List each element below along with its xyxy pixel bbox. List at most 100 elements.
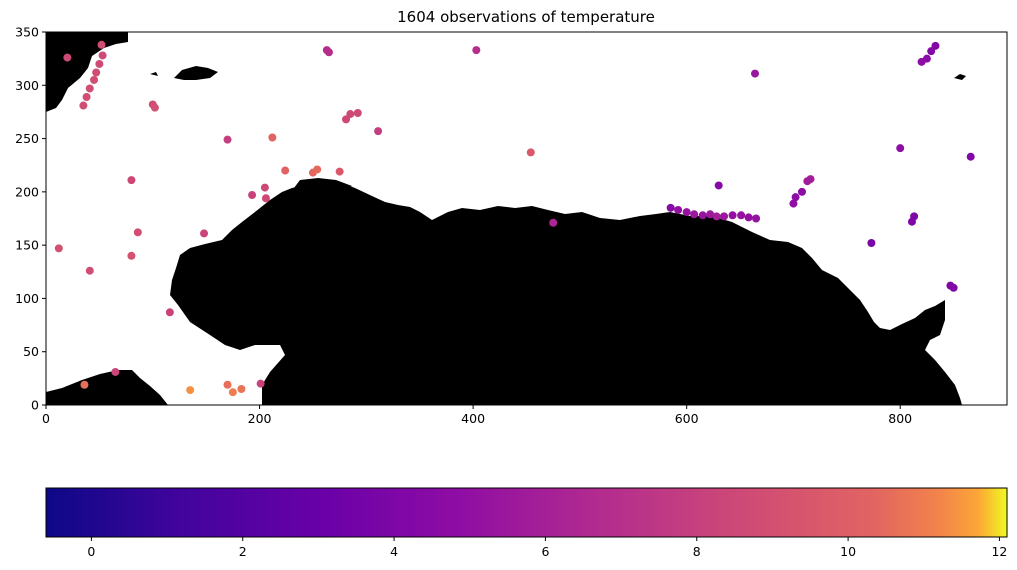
land-southwest-island	[46, 370, 168, 405]
y-tick-label: 350	[15, 25, 39, 40]
observation-point	[714, 181, 723, 190]
observation-point	[342, 115, 351, 124]
observation-point	[98, 51, 107, 60]
colorbar-tick-label: 0	[87, 544, 95, 559]
observation-point	[949, 283, 958, 292]
observation-point	[97, 40, 106, 49]
x-tick-label: 0	[42, 411, 50, 426]
observation-point	[79, 101, 88, 110]
x-axis: 0 200 400 600 800	[42, 405, 912, 426]
observation-point	[90, 75, 99, 84]
plot-frame	[45, 31, 1008, 406]
land-peninsula	[285, 178, 352, 200]
observation-point	[80, 380, 89, 389]
observation-point	[313, 165, 322, 174]
land-island-1	[174, 66, 218, 80]
y-tick-label: 50	[23, 344, 39, 359]
colorbar-tick-label: 2	[239, 544, 247, 559]
y-tick-label: 300	[15, 78, 39, 93]
observation-point	[666, 203, 675, 212]
observation-point	[931, 41, 940, 50]
observation-point	[728, 211, 737, 220]
observation-point	[85, 84, 94, 93]
land-mask	[46, 32, 966, 405]
observation-point	[228, 388, 237, 397]
y-tick-label: 250	[15, 131, 39, 146]
colorbar-tick-label: 12	[991, 544, 1007, 559]
observation-point	[150, 103, 159, 112]
observation-point	[260, 183, 269, 192]
observation-point	[248, 191, 257, 200]
observation-point	[111, 367, 120, 376]
observation-point	[910, 212, 919, 221]
observation-point	[374, 127, 383, 136]
observation-point	[82, 93, 91, 102]
colorbar-tick-label: 4	[390, 544, 398, 559]
observation-point	[966, 152, 975, 161]
observation-point	[927, 47, 936, 56]
y-axis: 0 50 100 150 200 250 300 350	[15, 25, 46, 413]
observation-point	[744, 213, 753, 222]
observation-point	[797, 187, 806, 196]
observation-point	[237, 385, 246, 394]
observation-point	[165, 308, 174, 317]
observation-point	[127, 251, 136, 260]
land-island-3	[150, 72, 158, 76]
colorbar-gradient	[45, 487, 1008, 538]
observation-point	[63, 53, 72, 62]
land-mainland	[170, 180, 962, 405]
colorbar-tick-label: 8	[693, 544, 701, 559]
points-layer	[54, 40, 975, 397]
observation-point	[737, 211, 746, 220]
observation-point	[95, 59, 104, 68]
observation-point	[92, 68, 101, 77]
y-tick-label: 200	[15, 184, 39, 199]
observation-point	[526, 148, 535, 157]
observation-point	[472, 46, 481, 55]
land-northwest	[46, 32, 128, 112]
observation-point	[706, 210, 715, 219]
observation-point	[127, 176, 136, 185]
observation-point	[752, 214, 761, 223]
observation-point	[223, 380, 232, 389]
x-tick-label: 600	[675, 411, 699, 426]
observation-point	[54, 244, 63, 253]
x-tick-label: 400	[461, 411, 485, 426]
observation-point	[335, 167, 344, 176]
observation-point	[133, 228, 142, 237]
chart-title: 1604 observations of temperature	[397, 8, 655, 26]
observation-point	[682, 208, 691, 217]
observation-point	[720, 212, 729, 221]
observation-point	[549, 218, 558, 227]
observation-point	[674, 205, 683, 214]
observation-point	[200, 229, 209, 238]
observation-point	[803, 177, 812, 186]
observation-point	[281, 166, 290, 175]
observation-point	[324, 48, 333, 57]
y-tick-label: 100	[15, 291, 39, 306]
colorbar-ticks: 0 2 4 6 8 10 12	[87, 537, 1007, 559]
colorbar-tick-label: 6	[541, 544, 549, 559]
x-tick-label: 200	[248, 411, 272, 426]
y-tick-label: 0	[31, 398, 39, 413]
colorbar-tick-label: 10	[840, 544, 856, 559]
x-tick-label: 800	[888, 411, 912, 426]
colorbar: 0 2 4 6 8 10 12	[45, 487, 1008, 559]
observation-point	[751, 69, 760, 78]
observation-point	[353, 108, 362, 117]
observation-point	[223, 135, 232, 144]
observation-point	[922, 54, 931, 63]
observation-point	[867, 239, 876, 248]
observation-point	[256, 379, 265, 388]
observation-point	[896, 144, 905, 153]
observation-point	[690, 210, 699, 219]
observation-point	[186, 386, 195, 395]
land-island-2	[954, 74, 966, 80]
observation-point	[268, 133, 277, 142]
observation-point	[791, 193, 800, 202]
observation-point	[261, 194, 270, 203]
observation-point	[712, 212, 721, 221]
observation-point	[698, 211, 707, 220]
observation-point	[85, 266, 94, 275]
